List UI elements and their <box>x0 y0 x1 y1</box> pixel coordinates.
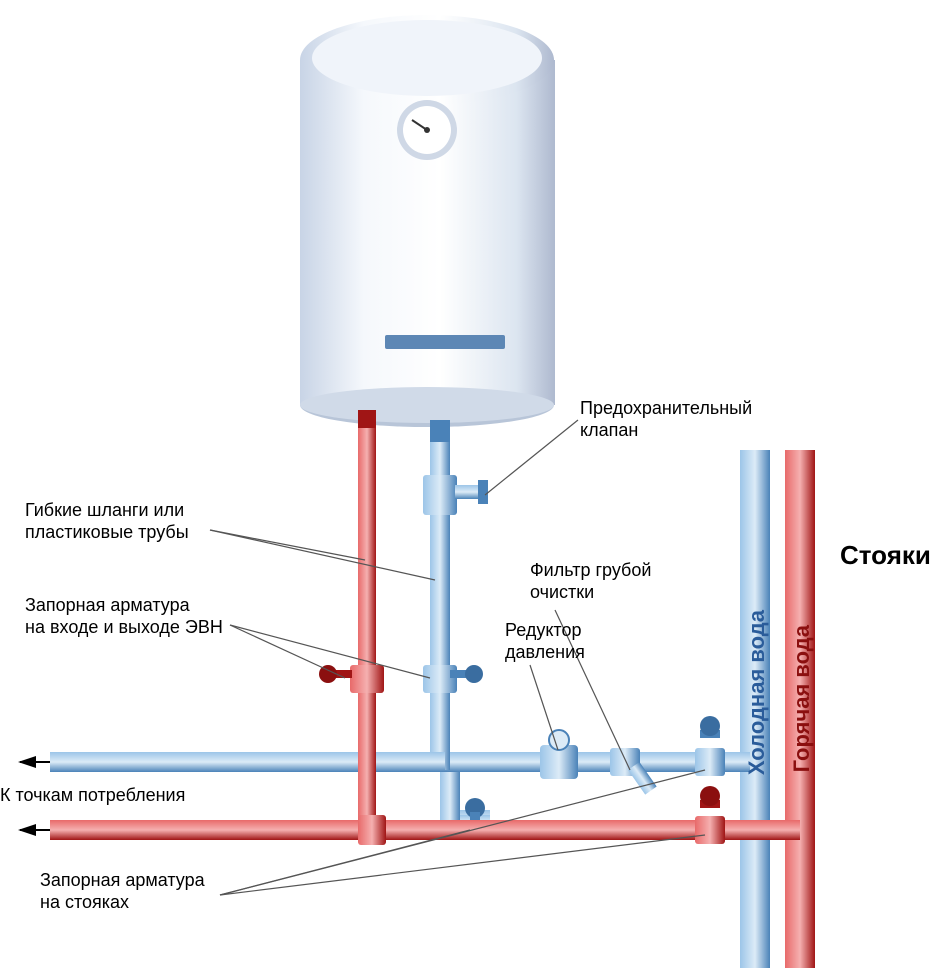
safety-valve <box>423 475 488 515</box>
pressure-reducer <box>540 730 578 779</box>
label-risers-title: Стояки <box>840 540 931 571</box>
cold-inlet-valve <box>423 665 483 693</box>
label-cold-riser: Холодная вода <box>744 610 770 775</box>
label-hot-riser: Горячая вода <box>789 625 815 772</box>
water-heater-diagram <box>0 0 950 968</box>
hot-vertical-pipe <box>358 412 376 832</box>
hot-outlet-valve <box>319 665 384 693</box>
water-heater-tank <box>300 15 555 442</box>
label-pressure-reducer: Редуктордавления <box>505 620 585 663</box>
label-flex-hoses: Гибкие шланги илипластиковые трубы <box>25 500 189 543</box>
label-safety-valve: Предохранительныйклапан <box>580 398 752 441</box>
label-consumers: К точкам потребления <box>0 785 185 807</box>
cold-riser-valve <box>695 716 725 776</box>
cold-consumer-pipe <box>50 752 445 772</box>
label-shutoff-io: Запорная арматурана входе и выходе ЭВН <box>25 595 223 638</box>
label-coarse-filter: Фильтр грубойочистки <box>530 560 651 603</box>
label-shutoff-risers: Запорная арматурана стояках <box>40 870 205 913</box>
